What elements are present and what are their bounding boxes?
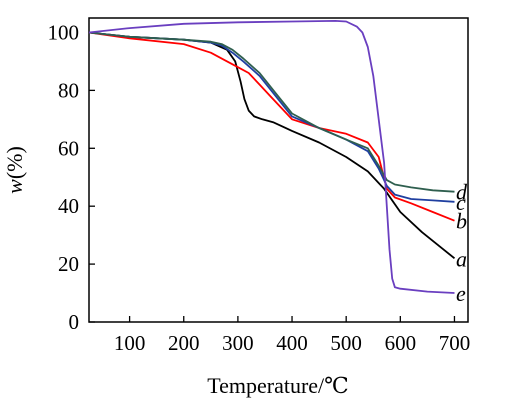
series-label-a: a <box>456 246 467 271</box>
y-tick-label: 20 <box>58 252 79 276</box>
axis-ticks: 100 200 300 400 500 600 700 0 20 40 60 80 100 <box>48 20 471 355</box>
x-tick-label: 500 <box>330 331 362 355</box>
series-line-b <box>88 31 455 222</box>
y-axis-title: w(%) <box>2 146 27 194</box>
y-axis-unit: (%) <box>2 146 27 179</box>
y-axis-var: w <box>2 179 27 194</box>
x-axis-title: Temperature/℃ <box>207 373 349 398</box>
plot-frame <box>88 17 469 323</box>
x-tick-label: 100 <box>114 331 146 355</box>
x-tick-label: 200 <box>168 331 200 355</box>
x-tick-label: 400 <box>276 331 308 355</box>
series-line-c <box>88 31 455 203</box>
series-label-b: b <box>456 209 467 234</box>
y-tick-label: 80 <box>58 78 79 102</box>
x-tick-label: 600 <box>385 331 417 355</box>
x-tick-label: 700 <box>439 331 471 355</box>
series-label-e: e <box>456 281 466 306</box>
x-tick-label: 300 <box>222 331 254 355</box>
y-tick-label: 40 <box>58 194 79 218</box>
y-tick-label: 60 <box>58 136 79 160</box>
series-layer <box>88 19 456 294</box>
y-tick-label: 0 <box>69 310 80 334</box>
series-label-c: c <box>456 190 466 215</box>
series-line-e <box>88 19 455 294</box>
series-label-d: d <box>456 180 468 205</box>
series-line-d <box>88 31 455 193</box>
y-tick-label: 100 <box>48 20 80 44</box>
series-line-a <box>88 31 456 260</box>
